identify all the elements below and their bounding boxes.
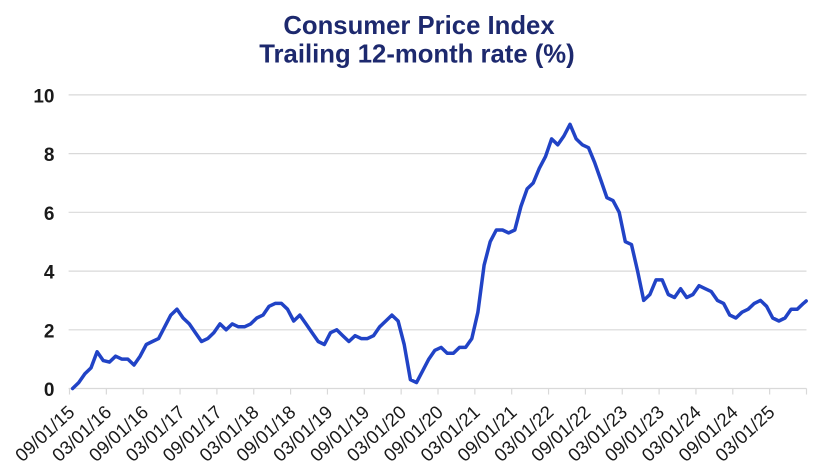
svg-text:4: 4 — [44, 263, 55, 284]
svg-text:0: 0 — [44, 380, 55, 401]
svg-text:Consumer Price Index: Consumer Price Index — [283, 12, 555, 40]
svg-text:2: 2 — [44, 321, 55, 342]
svg-text:Trailing 12-month rate (%): Trailing 12-month rate (%) — [259, 40, 574, 68]
svg-text:6: 6 — [44, 204, 55, 225]
svg-text:10: 10 — [33, 86, 54, 107]
svg-text:8: 8 — [44, 145, 55, 166]
